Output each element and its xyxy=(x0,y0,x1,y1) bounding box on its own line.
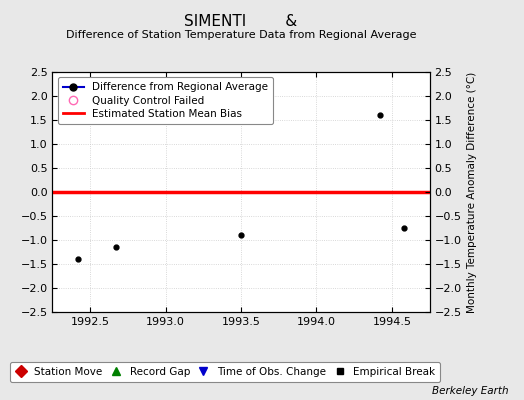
Text: Difference of Station Temperature Data from Regional Average: Difference of Station Temperature Data f… xyxy=(66,30,416,40)
Text: SIMENTI        &: SIMENTI & xyxy=(184,14,298,29)
Legend: Difference from Regional Average, Quality Control Failed, Estimated Station Mean: Difference from Regional Average, Qualit… xyxy=(58,77,273,124)
Y-axis label: Monthly Temperature Anomaly Difference (°C): Monthly Temperature Anomaly Difference (… xyxy=(467,71,477,313)
Legend: Station Move, Record Gap, Time of Obs. Change, Empirical Break: Station Move, Record Gap, Time of Obs. C… xyxy=(10,362,440,382)
Text: Berkeley Earth: Berkeley Earth xyxy=(432,386,508,396)
